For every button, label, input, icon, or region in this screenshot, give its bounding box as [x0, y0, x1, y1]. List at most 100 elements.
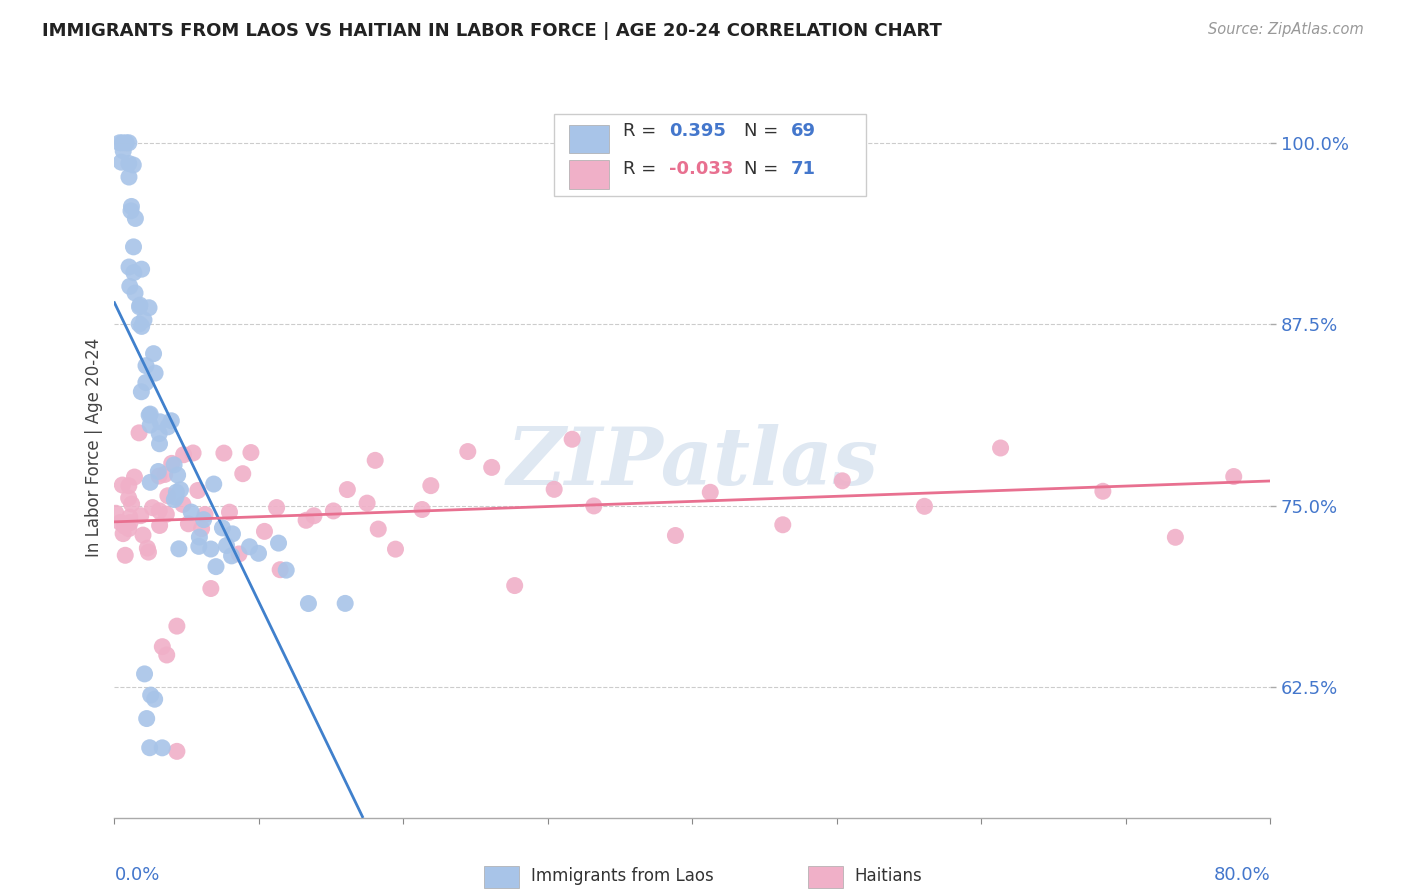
Point — [131, 384, 153, 399]
Text: 0.0%: 0.0% — [114, 866, 160, 884]
Point — [131, 262, 153, 277]
Point — [215, 539, 238, 553]
Point — [122, 240, 145, 254]
Point — [118, 169, 141, 184]
Point — [177, 516, 200, 531]
Point — [187, 483, 209, 498]
Bar — [568, 125, 609, 153]
Text: N =: N = — [744, 122, 785, 141]
Point — [129, 298, 152, 312]
Point — [112, 144, 135, 158]
Point — [132, 313, 155, 327]
Point — [112, 526, 135, 541]
Point — [831, 474, 853, 488]
Point — [121, 199, 143, 213]
Point — [115, 136, 138, 150]
Point — [356, 496, 378, 510]
FancyBboxPatch shape — [554, 114, 866, 196]
Bar — [568, 161, 609, 188]
Point — [136, 541, 159, 556]
Text: R =: R = — [623, 122, 662, 141]
Point — [128, 300, 150, 314]
Point — [367, 522, 389, 536]
Point — [166, 468, 188, 483]
Point — [295, 513, 318, 527]
Point — [335, 596, 357, 610]
Point — [165, 490, 187, 504]
Text: Immigrants from Laos: Immigrants from Laos — [530, 867, 713, 886]
Bar — [808, 866, 842, 888]
Point — [166, 619, 188, 633]
Point — [108, 136, 131, 150]
Point — [139, 475, 162, 490]
Point — [135, 712, 157, 726]
Point — [122, 158, 145, 172]
Point — [118, 479, 141, 493]
Point — [457, 444, 479, 458]
Point — [238, 540, 260, 554]
Point — [118, 260, 141, 274]
Point — [143, 366, 166, 380]
Text: N =: N = — [744, 160, 785, 178]
Point — [699, 485, 721, 500]
Point — [118, 279, 141, 293]
Bar — [484, 866, 519, 888]
Point — [232, 467, 254, 481]
Point — [200, 582, 222, 596]
Point — [124, 211, 146, 226]
Point — [419, 478, 441, 492]
Point — [150, 640, 173, 654]
Point — [128, 317, 150, 331]
Point — [114, 549, 136, 563]
Point — [124, 470, 146, 484]
Point — [914, 500, 936, 514]
Text: Source: ZipAtlas.com: Source: ZipAtlas.com — [1208, 22, 1364, 37]
Point — [141, 500, 163, 515]
Point — [153, 467, 176, 482]
Point — [543, 483, 565, 497]
Point — [134, 666, 156, 681]
Point — [990, 441, 1012, 455]
Point — [187, 540, 209, 554]
Point — [139, 407, 162, 421]
Point — [276, 563, 298, 577]
Point — [173, 448, 195, 462]
Point — [148, 426, 170, 441]
Point — [148, 469, 170, 483]
Point — [297, 597, 319, 611]
Point — [121, 497, 143, 511]
Y-axis label: In Labor Force | Age 20-24: In Labor Force | Age 20-24 — [86, 338, 103, 558]
Point — [269, 563, 291, 577]
Point — [364, 453, 387, 467]
Point — [163, 458, 186, 472]
Point — [582, 499, 605, 513]
Point — [190, 522, 212, 536]
Text: 69: 69 — [790, 122, 815, 141]
Point — [163, 492, 186, 507]
Point — [561, 432, 583, 446]
Point — [228, 547, 250, 561]
Point — [120, 203, 142, 218]
Point — [118, 510, 141, 524]
Text: Haitians: Haitians — [855, 867, 922, 886]
Text: ZIPatlas: ZIPatlas — [506, 424, 879, 501]
Point — [322, 504, 344, 518]
Point — [266, 500, 288, 515]
Point — [112, 519, 135, 533]
Point — [118, 156, 141, 170]
Point — [218, 505, 240, 519]
Point — [169, 483, 191, 497]
Point — [150, 740, 173, 755]
Point — [128, 425, 150, 440]
Text: IMMIGRANTS FROM LAOS VS HAITIAN IN LABOR FORCE | AGE 20-24 CORRELATION CHART: IMMIGRANTS FROM LAOS VS HAITIAN IN LABOR… — [42, 22, 942, 40]
Point — [181, 446, 204, 460]
Point — [167, 541, 190, 556]
Point — [149, 518, 172, 533]
Point — [110, 155, 132, 169]
Point — [156, 420, 179, 434]
Point — [148, 465, 170, 479]
Point — [302, 508, 325, 523]
Point — [138, 408, 160, 422]
Point — [148, 436, 170, 450]
Point — [135, 359, 157, 373]
